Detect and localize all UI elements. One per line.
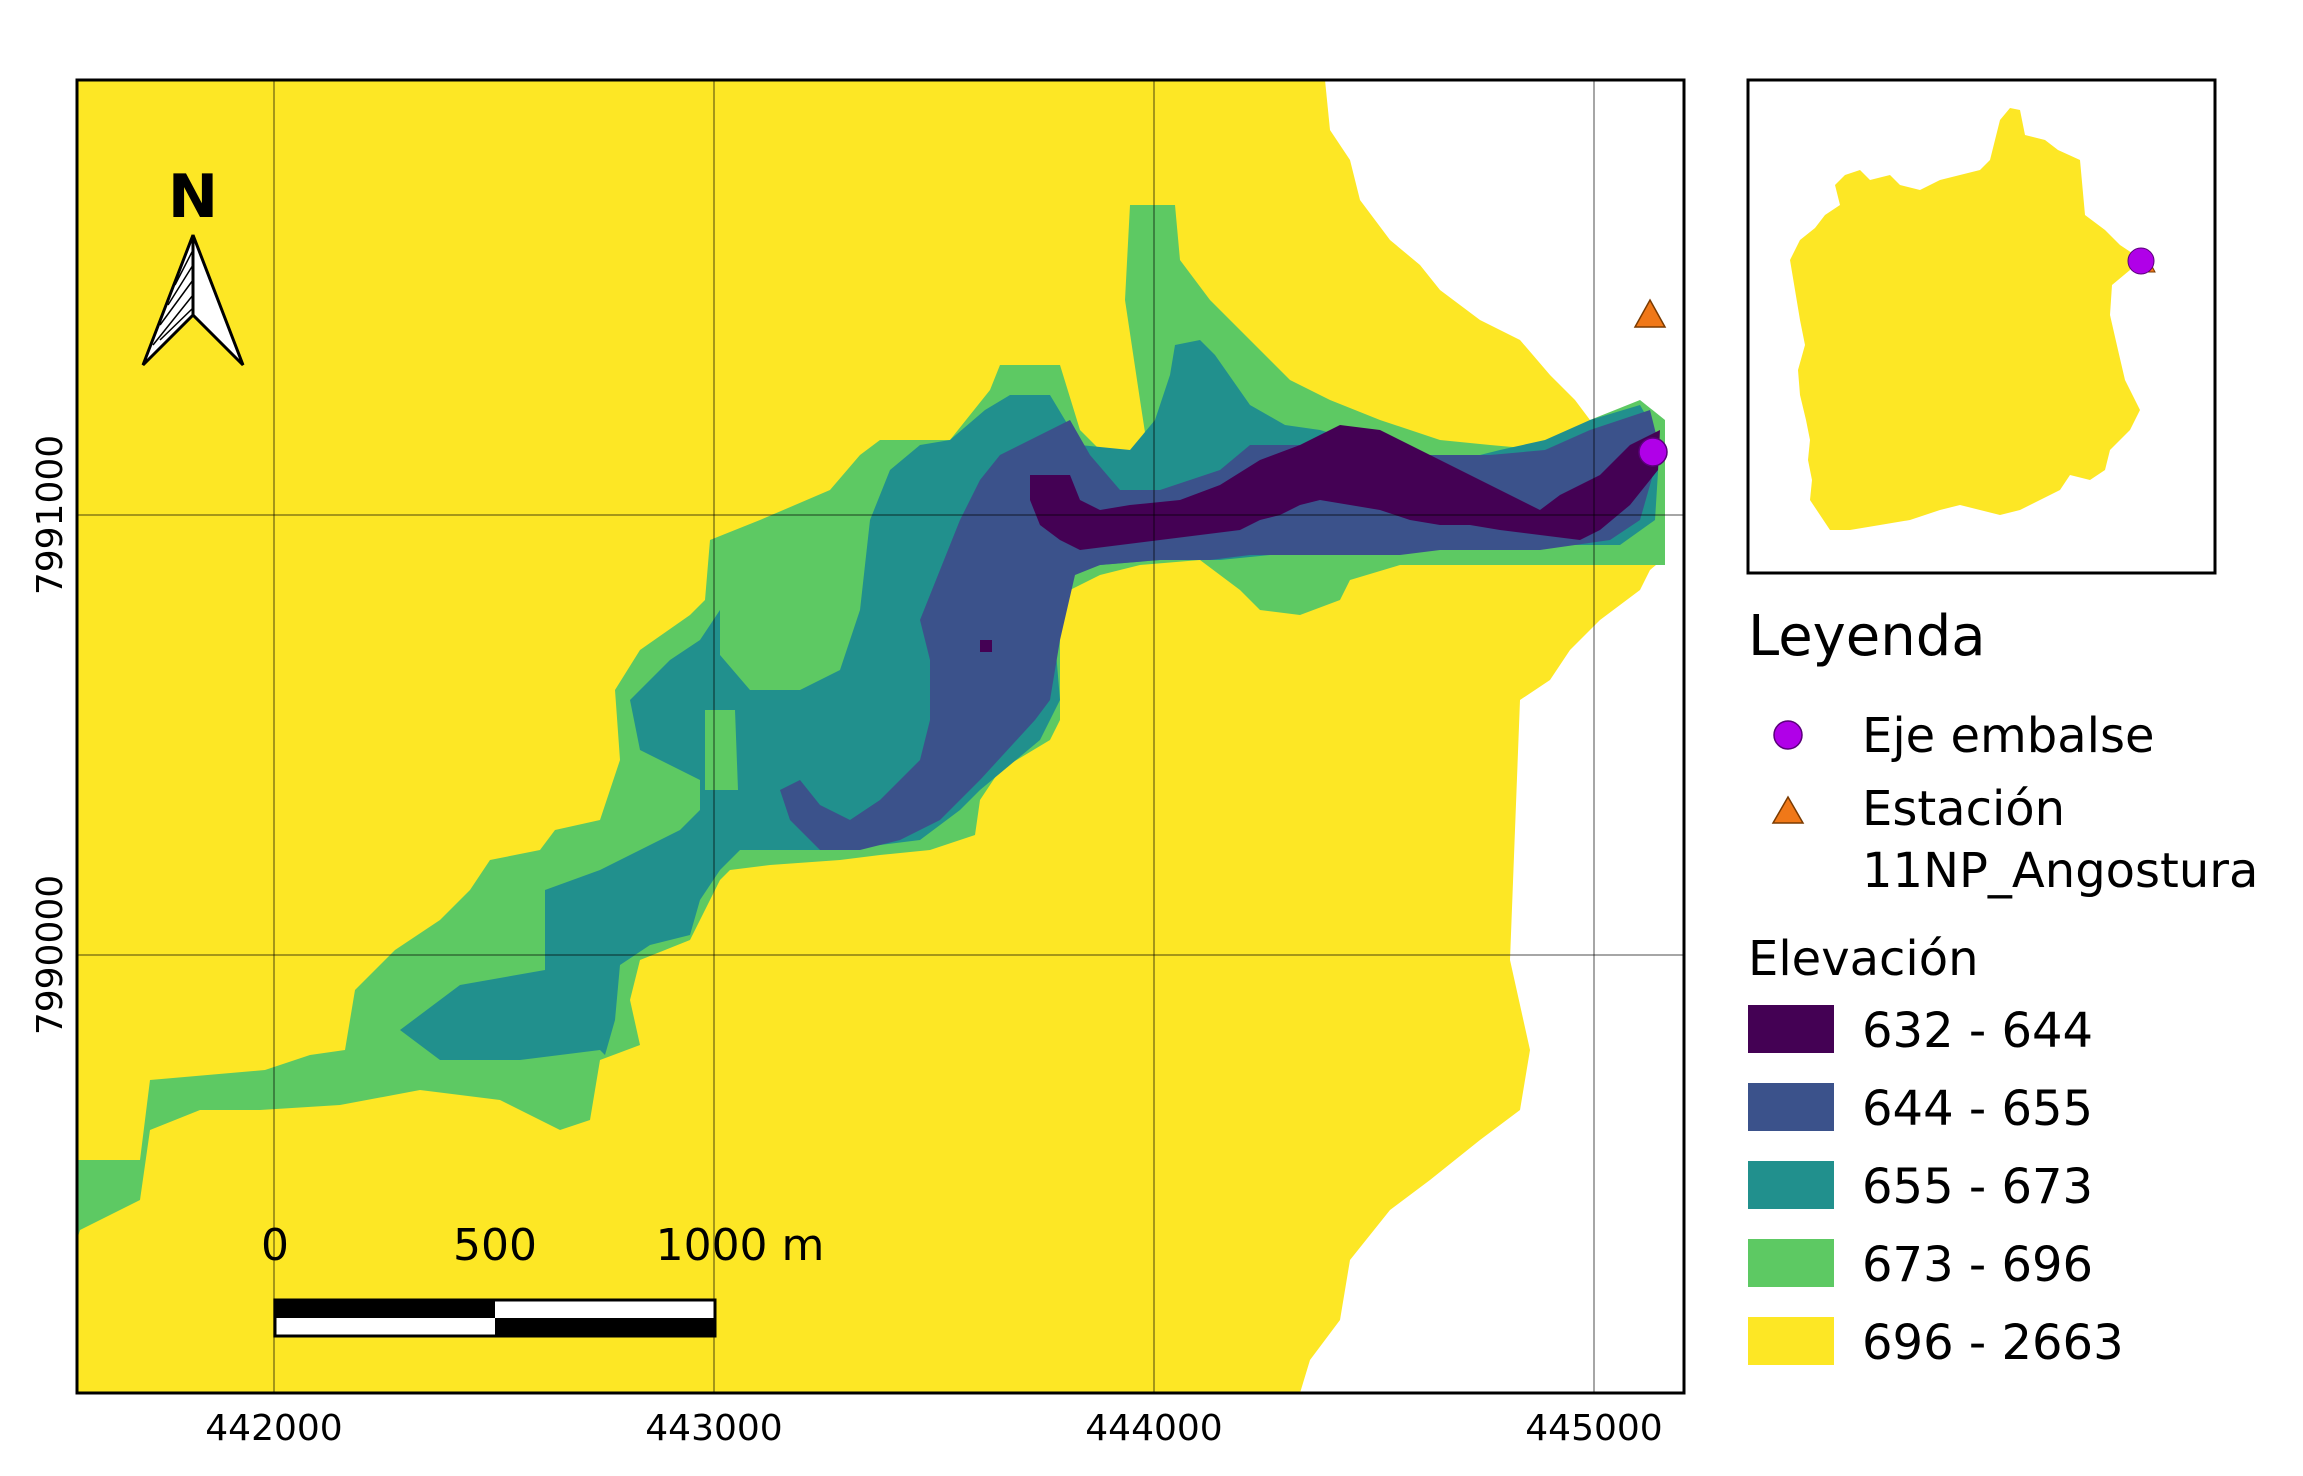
legend-dam-symbol — [1773, 720, 1803, 750]
inset-map — [1746, 78, 2217, 575]
legend-swatch-673-696 — [1748, 1239, 1834, 1287]
north-arrow: N — [141, 162, 245, 367]
legend-elevation-title: Elevación — [1748, 931, 1979, 987]
legend-class-label: 632 - 644 — [1862, 1003, 2093, 1059]
legend-swatch-655-673 — [1748, 1161, 1834, 1209]
scale-label-0: 0 — [261, 1220, 289, 1271]
x-tick-label: 443000 — [645, 1408, 782, 1449]
north-arrow-right-half — [191, 234, 245, 367]
legend-station-label-line2: 11NP_Angostura — [1862, 843, 2258, 899]
legend-class-label: 673 - 696 — [1862, 1237, 2093, 1293]
legend-station-symbol — [1771, 795, 1805, 824]
station-11np-angostura-marker — [1633, 298, 1667, 328]
dam-axis-marker — [1638, 437, 1668, 467]
legend-dam-label: Eje embalse — [1862, 708, 2155, 764]
legend-swatch-644-655 — [1748, 1083, 1834, 1131]
legend: Leyenda Eje embalse Estación 11NP_Angost… — [1748, 604, 2258, 1371]
elevation-area-673-696-patch — [705, 710, 738, 790]
x-tick-label: 444000 — [1085, 1408, 1222, 1449]
legend-class-label: 655 - 673 — [1862, 1159, 2093, 1215]
elevation-area-632-644-dot — [980, 640, 992, 652]
inset-catchment-area — [1790, 108, 2140, 530]
legend-swatch-696-2663 — [1748, 1317, 1834, 1365]
scale-bar: 0 500 1000 m — [261, 1220, 825, 1338]
legend-station-label-line1: Estación — [1862, 781, 2065, 837]
legend-swatch-632-644 — [1748, 1005, 1834, 1053]
main-map-frame — [75, 78, 1686, 1395]
main-map: 442000 443000 444000 445000 7991000 7990… — [30, 78, 1686, 1449]
inset-dam-marker — [2127, 247, 2155, 275]
scale-bar-segment — [275, 1300, 495, 1318]
north-arrow-hatch — [152, 249, 194, 346]
scale-label-500: 500 — [453, 1220, 537, 1271]
north-label: N — [168, 162, 218, 232]
y-tick-label: 7991000 — [30, 435, 71, 595]
legend-title: Leyenda — [1748, 604, 1986, 669]
legend-class-label: 644 - 655 — [1862, 1081, 2093, 1137]
scale-label-1000: 1000 m — [656, 1220, 825, 1271]
coordinate-grid — [77, 80, 1684, 1393]
legend-class-label: 696 - 2663 — [1862, 1315, 2124, 1371]
elevation-area-632-644 — [1030, 425, 1660, 550]
x-tick-label: 445000 — [1525, 1408, 1662, 1449]
scale-bar-segment — [495, 1318, 715, 1336]
x-tick-label: 442000 — [205, 1408, 342, 1449]
y-tick-label: 7990000 — [30, 875, 71, 1035]
